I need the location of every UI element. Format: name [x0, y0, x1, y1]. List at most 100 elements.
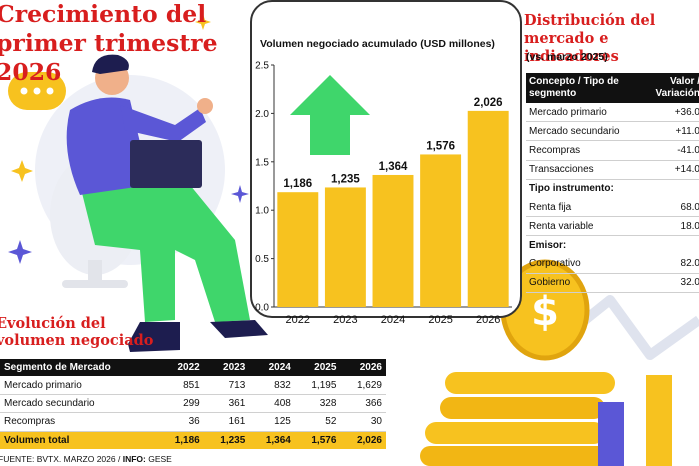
distribution-label: Mercado primario	[526, 103, 635, 123]
table-row: Mercado primario 851 713 832 1,195 1,629	[0, 376, 386, 395]
table-cell: 408	[249, 394, 295, 414]
distribution-row: Renta variable 18.0	[526, 216, 699, 237]
table-cell: 1,576	[294, 431, 341, 449]
y-tick-label: 0.0	[255, 303, 269, 314]
distribution-value: +11.0	[634, 121, 699, 142]
table-cell: 1,186	[158, 431, 204, 449]
bar	[277, 192, 319, 307]
chair-leg	[88, 260, 102, 282]
distribution-section-row: Emisor:	[526, 236, 699, 255]
y-tick-label: 1.0	[255, 206, 269, 217]
table-row: Recompras 36 161 125 52 30	[0, 412, 386, 432]
bar-data-label: 1,186	[283, 178, 312, 190]
x-tick-label: 2026	[476, 314, 500, 326]
table-cell: 2026	[340, 359, 386, 377]
table-cell: 1,629	[340, 376, 386, 395]
table-total-row: Volumen total 1,186 1,235 1,364 1,576 2,026	[0, 431, 386, 449]
distribution-row: Renta fija 68.0	[526, 197, 699, 218]
y-tick-label: 0.5	[255, 254, 269, 265]
person-legs	[80, 185, 250, 322]
distribution-label: Mercado secundario	[526, 121, 635, 142]
bubble-dot	[20, 87, 28, 95]
distribution-label: Renta variable	[526, 216, 635, 237]
table-cell: 2025	[294, 359, 341, 377]
distribution-value: +36.0	[634, 103, 699, 123]
table-row-label: Segmento de Mercado	[0, 359, 159, 377]
table-cell: 161	[203, 412, 250, 432]
table-row-label: Mercado primario	[0, 376, 159, 395]
table-cell: 30	[340, 412, 386, 432]
person-shoe-left	[128, 322, 180, 352]
y-tick-label: 2.0	[255, 109, 269, 120]
sparkle-icon	[231, 185, 249, 203]
table-row-label: Volumen total	[0, 431, 159, 449]
person-hand	[197, 98, 213, 114]
table-cell: 2,026	[340, 431, 386, 449]
table-cell: 328	[294, 394, 341, 414]
page-title: Crecimiento del primer trimestre 2026	[0, 0, 218, 86]
distribution-value: -41.0	[634, 140, 699, 161]
bar-data-label: 1,576	[426, 140, 455, 152]
distribution-value: 18.0	[634, 216, 699, 237]
x-tick-label: 2024	[381, 314, 405, 326]
coin-stack	[445, 372, 615, 394]
distribution-label: Emisor:	[529, 239, 567, 251]
bar-data-label: 2,026	[474, 97, 503, 109]
y-tick-label: 1.5	[255, 157, 269, 168]
distribution-label: Renta fija	[526, 197, 635, 218]
x-tick-label: 2025	[428, 314, 452, 326]
bar-data-label: 1,235	[331, 173, 360, 185]
table-cell: 1,235	[203, 431, 250, 449]
source-text: FUENTE: BVTX. MARZO 2026 /	[0, 454, 123, 464]
table-row-label: Recompras	[0, 412, 159, 432]
distribution-row: Mercado primario +36.0	[526, 103, 699, 123]
distribution-label: Corporativo	[526, 254, 635, 274]
table-cell: 125	[249, 412, 295, 432]
person-arm	[120, 105, 206, 142]
sparkle-icon	[11, 160, 33, 182]
source-footer: FUENTE: BVTX. MARZO 2026 / INFO: GESE	[0, 454, 172, 464]
table-cell: 1,364	[249, 431, 295, 449]
chart-title: Volumen negociado acumulado (USD millone…	[260, 38, 495, 50]
table-cell: 299	[158, 394, 204, 414]
distribution-row: Corporativo 82.0	[526, 254, 699, 274]
distribution-table-header: Concepto / Tipo de segmento Valor / Vari…	[526, 73, 699, 103]
sparkle-icon	[195, 14, 211, 30]
distribution-label: Gobierno	[526, 273, 635, 293]
table-cell: 2022	[158, 359, 204, 377]
distribution-subtitle: (vs. marzo 2025)	[526, 51, 608, 63]
sparkle-icon	[8, 240, 32, 264]
coin-stack	[425, 422, 605, 444]
distribution-row: Recompras -41.0	[526, 140, 699, 161]
distribution-value	[635, 179, 699, 198]
bar-data-label: 1,364	[379, 161, 408, 173]
distribution-value: +14.0	[634, 160, 699, 180]
distribution-col-concept: Concepto / Tipo de segmento	[526, 73, 635, 103]
distribution-value	[635, 236, 699, 255]
x-tick-label: 2022	[286, 314, 310, 326]
table-cell: 1,195	[294, 376, 341, 395]
table-cell: 2023	[203, 359, 250, 377]
coin-stack	[420, 446, 610, 466]
x-tick-label: 2023	[333, 314, 357, 326]
coin-stack	[440, 397, 605, 419]
distribution-value: 82.0	[634, 254, 699, 274]
distribution-label: Recompras	[526, 140, 635, 161]
distribution-value: 68.0	[634, 197, 699, 218]
decor-bar	[646, 375, 672, 466]
distribution-title: Distribución del mercado e indicadores	[524, 12, 656, 65]
laptop	[130, 140, 202, 188]
person-hair	[92, 54, 129, 74]
up-arrow-icon	[290, 75, 370, 155]
bar	[420, 154, 462, 307]
evolution-title: Evolución del volumen negociado	[0, 315, 154, 349]
main-bar-chart: 0.0 0.5 1.0 1.5 2.0 2.5 1,186 2022 1,235 2023 1,36…	[255, 61, 512, 326]
table-cell: 361	[203, 394, 250, 414]
decor-bar	[598, 402, 624, 466]
table-cell: 713	[203, 376, 250, 395]
distribution-row: Mercado secundario +11.0	[526, 121, 699, 142]
info-value: GESE	[145, 454, 172, 464]
bar	[467, 110, 509, 307]
info-label: INFO:	[122, 454, 146, 464]
